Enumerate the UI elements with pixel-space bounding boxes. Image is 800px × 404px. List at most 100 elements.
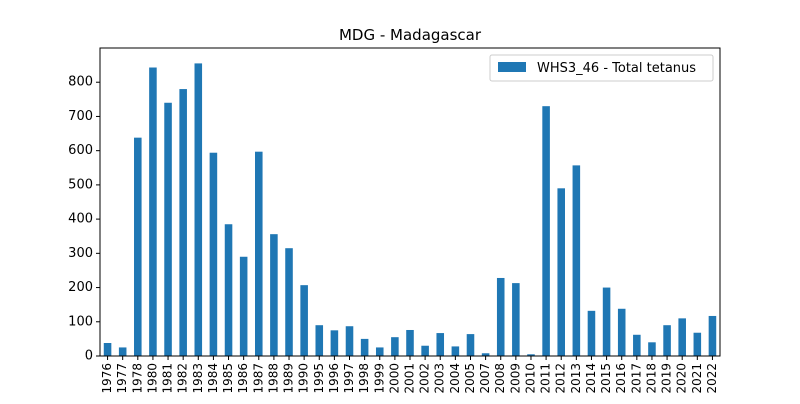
x-tick-label: 1998 (357, 363, 371, 394)
x-tick-label: 2013 (569, 363, 583, 394)
bar-1986 (239, 256, 248, 356)
y-tick-label: 400 (68, 212, 93, 227)
x-tick-label: 1987 (251, 363, 265, 394)
x-tick-label: 1989 (282, 363, 296, 394)
bar-2021 (693, 332, 702, 356)
x-tick-label: 2012 (554, 363, 568, 394)
bar-2007 (481, 353, 490, 356)
bar-2018 (648, 342, 656, 356)
x-tick-label: 1988 (266, 363, 280, 394)
x-axis: 1976 1977 1978 1980 1981 1982 1983 1984 1985 1986… (100, 356, 719, 394)
x-tick-label: 1985 (221, 363, 235, 394)
y-tick-label: 800 (68, 75, 93, 90)
bar-1978 (134, 137, 142, 356)
x-tick-label: 2011 (539, 363, 553, 394)
x-tick-label: 2016 (614, 363, 628, 394)
x-tick-label: 2007 (478, 363, 492, 394)
bar-1976 (103, 343, 112, 356)
bar-2019 (663, 325, 671, 356)
bar-2010 (527, 354, 535, 356)
bar-2008 (496, 277, 505, 356)
bar-2009 (512, 283, 520, 356)
y-tick-label: 100 (68, 314, 93, 329)
legend-box (489, 54, 714, 82)
x-tick-label: 1977 (115, 363, 129, 394)
bar-1983 (194, 63, 203, 357)
bar-2005 (466, 334, 475, 356)
x-tick-label: 2021 (690, 363, 704, 394)
y-tick-label: 500 (68, 177, 93, 192)
bar-2015 (602, 287, 611, 356)
bar-1980 (149, 67, 157, 356)
bar-1981 (164, 102, 172, 356)
x-tick-label: 1995 (312, 363, 326, 394)
bar-2017 (633, 334, 641, 356)
bar-1984 (209, 152, 218, 356)
y-axis: 0 100 200 300 400 500 600 700 800 (68, 75, 100, 364)
x-tick-label: 2008 (493, 363, 507, 394)
x-tick-label: 2003 (433, 363, 447, 394)
bar-2020 (678, 318, 686, 356)
bar-1987 (255, 151, 263, 356)
legend-swatch (498, 62, 526, 72)
bar-2002 (421, 345, 429, 356)
x-tick-label: 1999 (372, 363, 386, 394)
x-tick-label: 1984 (206, 363, 220, 394)
bar-1985 (224, 224, 233, 356)
bar-2016 (617, 308, 626, 356)
x-tick-label: 2022 (705, 363, 719, 394)
x-tick-label: 2018 (644, 363, 658, 394)
x-tick-label: 2010 (523, 363, 537, 394)
x-tick-label: 2015 (599, 363, 613, 394)
y-tick-label: 200 (68, 280, 93, 295)
bar-1982 (179, 89, 187, 356)
x-tick-label: 1980 (145, 363, 159, 394)
legend-label: WHS3_46 - Total tetanus (537, 61, 696, 76)
x-tick-label: 1996 (327, 363, 341, 394)
x-tick-label: 2017 (629, 363, 643, 394)
bar-2022 (708, 315, 717, 356)
bar-2011 (542, 106, 550, 357)
y-tick-label: 300 (68, 246, 93, 261)
bar-2013 (572, 165, 581, 356)
x-tick-label: 2001 (403, 363, 417, 394)
x-tick-label: 1976 (100, 363, 114, 394)
x-tick-label: 2005 (463, 363, 477, 394)
x-tick-label: 1983 (191, 363, 205, 394)
bar-1996 (330, 330, 339, 356)
y-tick-label: 700 (68, 109, 93, 124)
bar-1997 (345, 326, 354, 356)
x-tick-label: 1978 (130, 363, 144, 394)
bar-2012 (557, 188, 565, 356)
bar-1995 (315, 325, 324, 356)
x-tick-label: 1981 (161, 363, 175, 394)
bar-2000 (391, 337, 399, 356)
bar-2001 (406, 329, 414, 356)
x-tick-label: 2002 (418, 363, 432, 394)
x-tick-label: 2000 (387, 363, 401, 394)
plot-frame (99, 47, 721, 357)
x-tick-label: 2020 (675, 363, 689, 394)
bar-2004 (451, 346, 460, 356)
y-tick-label: 0 (85, 349, 93, 364)
bar-1990 (300, 285, 308, 356)
x-tick-label: 2009 (508, 363, 522, 394)
x-tick-label: 1997 (342, 363, 356, 394)
legend: WHS3_46 - Total tetanus (489, 54, 714, 82)
x-tick-label: 1990 (297, 363, 311, 394)
bar-1998 (360, 338, 369, 356)
y-tick-label: 600 (68, 143, 93, 158)
bar-1999 (375, 347, 384, 356)
x-tick-label: 1982 (176, 363, 190, 394)
bar-1988 (270, 234, 278, 356)
x-tick-label: 2019 (660, 363, 674, 394)
bar-1977 (118, 347, 127, 356)
bar-2014 (587, 310, 596, 356)
bar-1989 (285, 248, 293, 356)
x-tick-label: 1986 (236, 363, 250, 394)
x-tick-label: 2004 (448, 363, 462, 394)
bar-2003 (436, 333, 445, 356)
x-tick-label: 2014 (584, 363, 598, 394)
